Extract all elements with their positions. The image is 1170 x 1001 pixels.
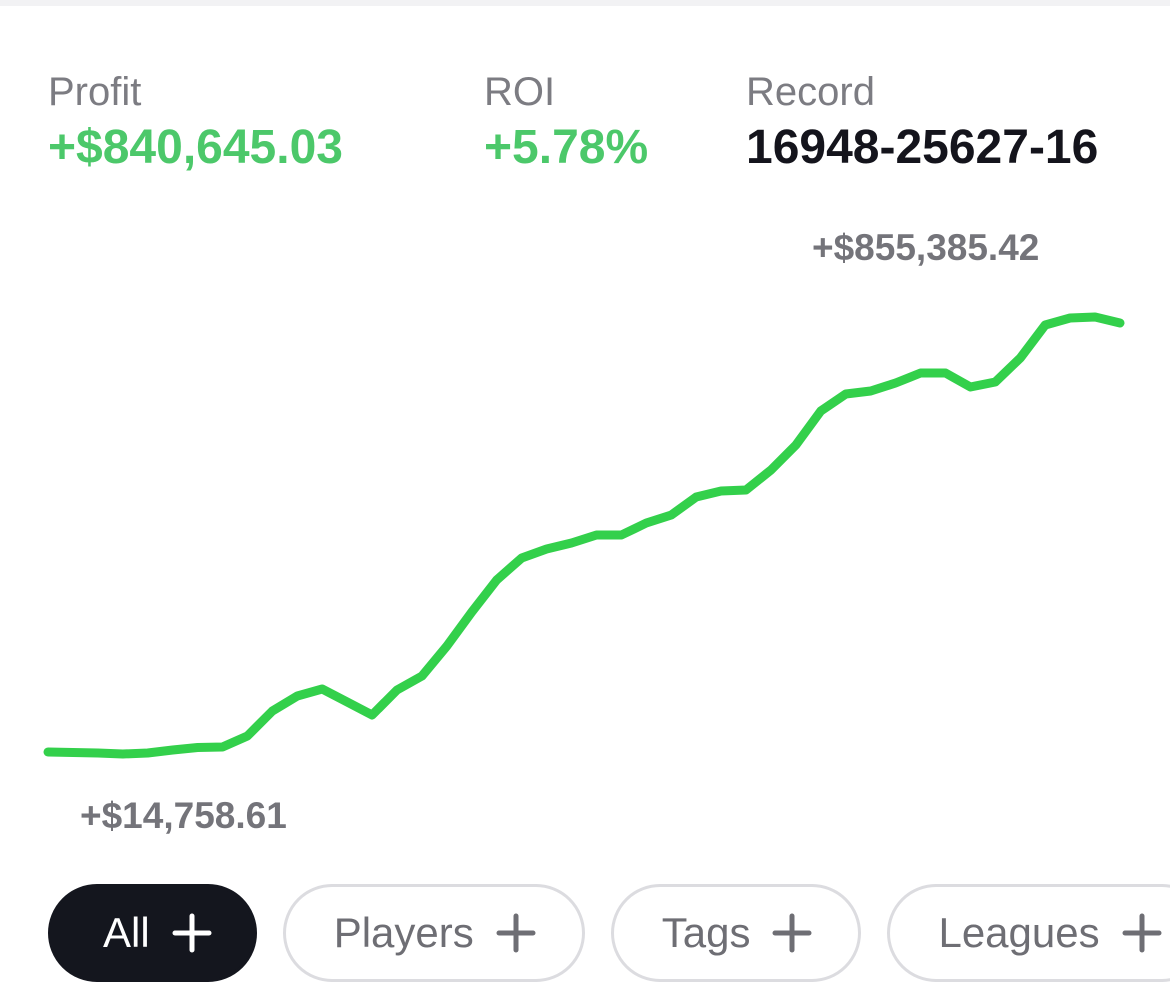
stat-label: ROI	[484, 70, 556, 114]
filter-bar: All Players Tags Leagues	[48, 884, 1170, 982]
top-divider	[0, 0, 1170, 6]
stat-value: +$840,645.03	[48, 121, 343, 174]
profit-line	[43, 312, 1125, 759]
filter-pill[interactable]: Tags	[610, 884, 862, 982]
plus-icon	[1122, 913, 1162, 953]
stat-value: +5.78%	[484, 121, 649, 174]
stat-label: Profit	[48, 70, 142, 114]
profit-chart: +$855,385.42 +$14,758.61	[43, 227, 1125, 836]
roi-stat: ROI +5.78%	[484, 68, 648, 178]
filter-pill[interactable]: Players	[282, 884, 585, 982]
filter-label: Players	[333, 909, 474, 956]
plus-icon	[496, 913, 536, 953]
filter-label: All	[103, 909, 150, 956]
min-label: +$14,758.61	[80, 795, 287, 836]
plus-icon	[772, 913, 812, 953]
record-stat: Record 16948-25627-16	[746, 68, 1098, 178]
profit-stat: Profit +$840,645.03	[48, 68, 343, 178]
plus-icon	[172, 913, 212, 953]
filter-pill[interactable]: All	[48, 884, 257, 982]
max-label: +$855,385.42	[812, 227, 1039, 268]
filter-label: Tags	[661, 909, 751, 956]
stat-value: 16948-25627-16	[746, 121, 1099, 174]
filter-pill[interactable]: Leagues	[887, 884, 1170, 982]
stat-label: Record	[746, 70, 875, 114]
filter-label: Leagues	[938, 909, 1100, 956]
